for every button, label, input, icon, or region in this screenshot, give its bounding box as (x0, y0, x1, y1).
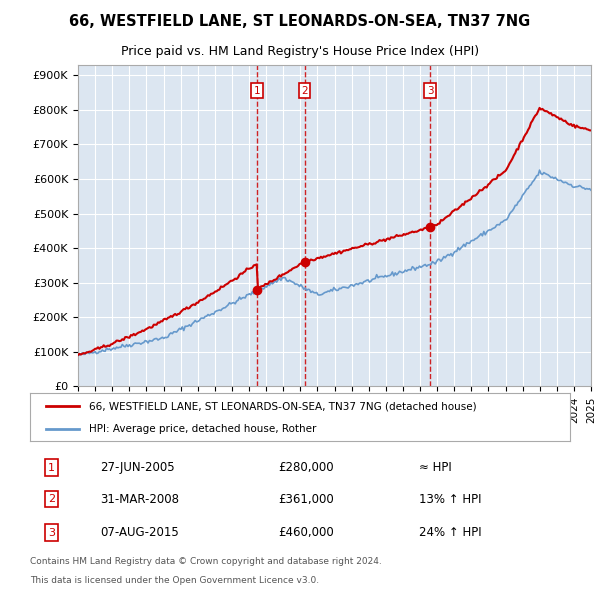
Text: 27-JUN-2005: 27-JUN-2005 (100, 461, 175, 474)
Text: £361,000: £361,000 (278, 493, 334, 506)
Text: 07-AUG-2015: 07-AUG-2015 (100, 526, 179, 539)
Text: Price paid vs. HM Land Registry's House Price Index (HPI): Price paid vs. HM Land Registry's House … (121, 45, 479, 58)
Text: 2: 2 (301, 86, 308, 96)
Text: 24% ↑ HPI: 24% ↑ HPI (419, 526, 481, 539)
Text: 1: 1 (48, 463, 55, 473)
Text: 66, WESTFIELD LANE, ST LEONARDS-ON-SEA, TN37 7NG (detached house): 66, WESTFIELD LANE, ST LEONARDS-ON-SEA, … (89, 401, 477, 411)
Text: This data is licensed under the Open Government Licence v3.0.: This data is licensed under the Open Gov… (30, 576, 319, 585)
Text: 3: 3 (427, 86, 434, 96)
Text: 1: 1 (254, 86, 260, 96)
Text: ≈ HPI: ≈ HPI (419, 461, 452, 474)
Text: £280,000: £280,000 (278, 461, 334, 474)
Text: HPI: Average price, detached house, Rother: HPI: Average price, detached house, Roth… (89, 424, 317, 434)
Text: Contains HM Land Registry data © Crown copyright and database right 2024.: Contains HM Land Registry data © Crown c… (30, 558, 382, 566)
Text: 13% ↑ HPI: 13% ↑ HPI (419, 493, 481, 506)
Text: 31-MAR-2008: 31-MAR-2008 (100, 493, 179, 506)
Text: 3: 3 (48, 527, 55, 537)
Text: 66, WESTFIELD LANE, ST LEONARDS-ON-SEA, TN37 7NG: 66, WESTFIELD LANE, ST LEONARDS-ON-SEA, … (70, 14, 530, 29)
Text: £460,000: £460,000 (278, 526, 334, 539)
Text: 2: 2 (48, 494, 55, 504)
